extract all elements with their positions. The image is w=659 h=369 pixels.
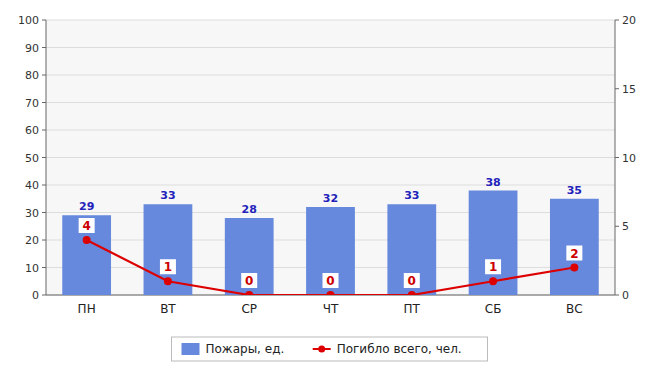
tick-label: 30 [25,207,39,220]
tick [42,130,46,131]
marker [245,291,253,295]
bar [306,207,355,295]
data-label: 32 [323,192,338,205]
tick-label: ЧТ [323,302,339,316]
tick [42,20,46,21]
label-bg [241,273,257,288]
grid-line [46,47,615,48]
legend-box [172,337,488,361]
tick-label: 60 [25,124,39,137]
label-bg [79,218,95,233]
grid-line [46,157,615,158]
marker [83,236,91,244]
tick-label: ВС [566,302,583,316]
line [87,240,575,295]
label-bg [160,259,176,274]
legend-label: Пожары, ед. [206,342,285,356]
tick-label: 20 [622,14,636,27]
data-label: 2 [570,247,578,261]
tick [615,226,619,227]
tick-label: 10 [25,262,39,275]
tick [42,185,46,186]
data-label: 1 [489,260,497,274]
data-label: 0 [326,274,334,288]
grid-line [46,185,615,186]
tick-label: 10 [622,152,636,165]
data-label: 38 [485,176,500,189]
tick-label: 40 [25,179,39,192]
marker [408,291,416,295]
tick-label: 5 [622,220,629,233]
tick-label: ПТ [404,302,421,316]
tick-label: ВТ [160,302,176,316]
marker [489,277,497,285]
chart: 010203040506070809010005101520ПНВТСРЧТПТ… [0,0,659,369]
tick [615,20,619,21]
grid-line [46,75,615,76]
plot-area [46,20,615,295]
tick-label: 15 [622,83,636,96]
data-label: 0 [408,274,416,288]
tick [42,267,46,268]
tick-label: 50 [25,152,39,165]
legend-swatch [182,343,200,355]
tick-label: ПН [78,302,96,316]
marker [570,264,578,272]
bar [387,204,436,295]
data-label: 29 [79,200,94,213]
tick-label: СР [241,302,257,316]
label-bg [485,259,501,274]
data-label: 35 [567,184,582,197]
tick-label: 0 [32,289,39,302]
data-label: 1 [164,260,172,274]
tick [42,157,46,158]
tick-label: 90 [25,42,39,55]
tick [42,75,46,76]
bar [550,199,599,295]
marker [164,277,172,285]
grid-line [46,20,615,21]
legend: Пожары, ед. Погибло всего, чел. [172,337,488,361]
tick-label: 100 [18,14,39,27]
data-labels: 29 33 28 32 33 38 35 4 1 0 0 0 1 2 [79,176,583,289]
axis-line [46,20,47,295]
tick-label: 80 [25,69,39,82]
marker [327,291,335,295]
axis-line [615,20,616,295]
tick [42,47,46,48]
tick [42,295,46,296]
bar [225,218,274,295]
grid-line [46,130,615,131]
bar [62,215,111,295]
label-bg [404,273,420,288]
data-label: 28 [242,203,257,216]
tick [615,295,619,296]
marks [62,191,598,296]
tick [42,102,46,103]
tick-label: 0 [622,289,629,302]
axes: 010203040506070809010005101520ПНВТСРЧТПТ… [18,14,636,316]
tick [42,212,46,213]
data-label: 0 [245,274,253,288]
tick [615,157,619,158]
tick [42,240,46,241]
data-label: 33 [160,189,175,202]
legend-label: Погибло всего, чел. [337,342,462,356]
label-bg [566,246,582,261]
bar [144,204,193,295]
grid-line [46,102,615,103]
tick-label: СБ [485,302,502,316]
tick [615,88,619,89]
legend-swatch [318,346,325,353]
data-label: 33 [404,189,419,202]
tick-label: 20 [25,234,39,247]
tick-label: 70 [25,97,39,110]
label-bg [323,273,339,288]
data-label: 4 [82,219,90,233]
